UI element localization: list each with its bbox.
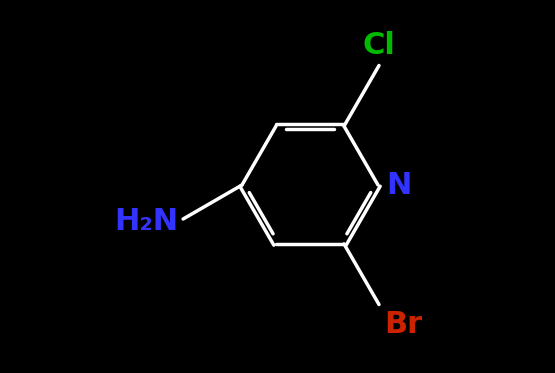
Text: Cl: Cl xyxy=(362,31,395,60)
Text: N: N xyxy=(386,170,411,200)
Text: Br: Br xyxy=(384,310,422,339)
Text: H₂N: H₂N xyxy=(114,207,178,236)
